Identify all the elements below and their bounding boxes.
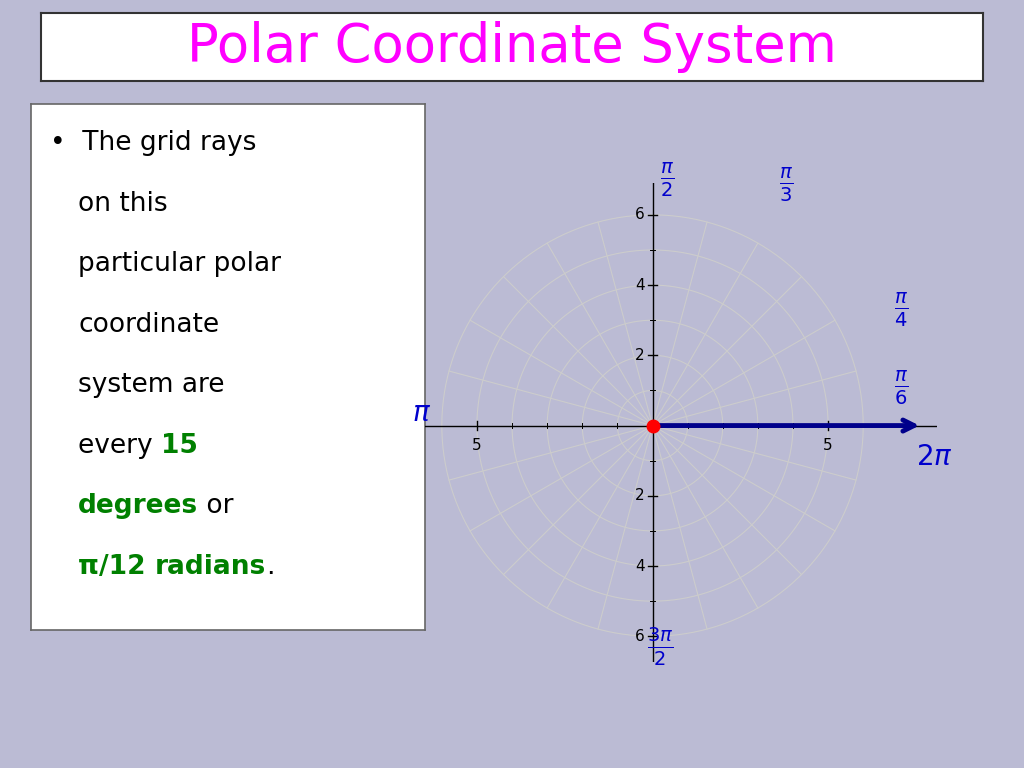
Text: $\frac{\pi}{2}$: $\frac{\pi}{2}$ — [660, 161, 675, 199]
Text: radians: radians — [155, 554, 266, 580]
Text: 4: 4 — [635, 277, 645, 293]
Text: every: every — [78, 432, 161, 458]
Text: 5: 5 — [823, 438, 833, 453]
Text: 2: 2 — [635, 488, 645, 503]
Text: $\frac{\pi}{6}$: $\frac{\pi}{6}$ — [894, 369, 908, 407]
Text: system are: system are — [78, 372, 224, 398]
Text: Polar Coordinate System: Polar Coordinate System — [187, 21, 837, 73]
Text: .: . — [266, 554, 274, 580]
Text: coordinate: coordinate — [78, 312, 219, 338]
Text: 4: 4 — [635, 558, 645, 574]
Text: 6: 6 — [635, 207, 645, 223]
Text: $\frac{3\pi}{2}$: $\frac{3\pi}{2}$ — [647, 626, 674, 668]
Text: degrees: degrees — [78, 493, 199, 519]
Text: •  The grid rays: • The grid rays — [50, 130, 257, 156]
Text: on this: on this — [78, 190, 168, 217]
Text: $\pi$: $\pi$ — [413, 399, 431, 427]
Text: or: or — [199, 493, 233, 519]
FancyArrowPatch shape — [655, 420, 914, 431]
Text: 15: 15 — [161, 432, 198, 458]
Text: π: π — [78, 554, 99, 580]
Text: 2: 2 — [635, 348, 645, 362]
Text: $2\pi$: $2\pi$ — [915, 443, 952, 471]
Text: $\frac{\pi}{4}$: $\frac{\pi}{4}$ — [894, 290, 908, 329]
Text: 6: 6 — [635, 629, 645, 644]
Text: $\frac{\pi}{3}$: $\frac{\pi}{3}$ — [779, 166, 794, 204]
Text: /12: /12 — [99, 554, 155, 580]
Text: 5: 5 — [472, 438, 481, 453]
Text: particular polar: particular polar — [78, 251, 281, 277]
